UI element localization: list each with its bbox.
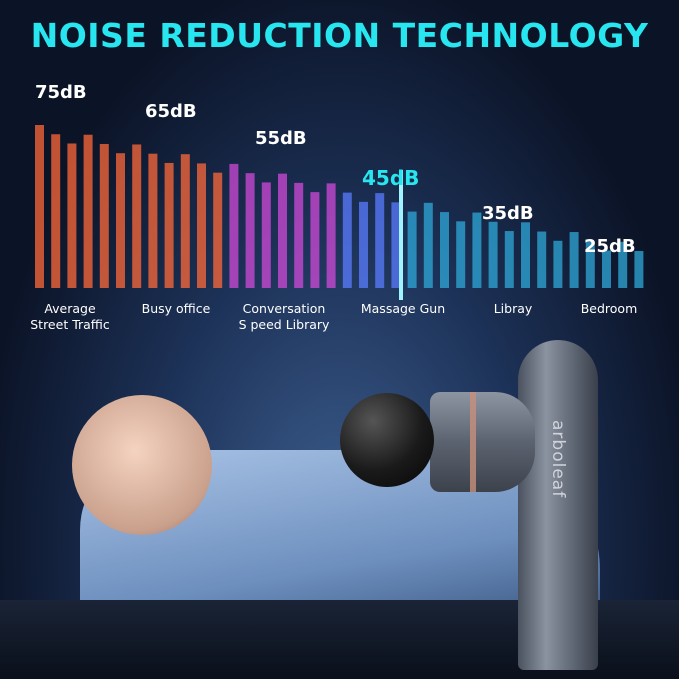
sound-bar: [326, 183, 336, 288]
sound-bar: [359, 201, 368, 288]
sound-bar: [229, 163, 239, 288]
sound-bar: [294, 182, 304, 288]
sound-bar: [245, 173, 255, 288]
sound-bar: [342, 192, 352, 288]
sound-bar: [634, 251, 644, 288]
sound-bars: [35, 125, 644, 300]
sound-bar: [423, 202, 433, 288]
db-55: 55dB: [255, 128, 307, 149]
db-75: 75dB: [35, 82, 87, 103]
label-massage-gun: Massage Gun: [348, 301, 458, 317]
sound-bar: [407, 211, 417, 288]
sound-bar: [148, 153, 158, 288]
sound-bar: [67, 143, 77, 288]
sound-bar: [132, 144, 142, 288]
sound-bar: [504, 231, 514, 288]
sound-bar: [537, 231, 547, 288]
copper-ring: [470, 392, 476, 492]
sound-bar: [51, 134, 61, 288]
label-library: Libray: [458, 301, 568, 317]
sound-bar: [35, 125, 44, 288]
label-conversation: Conversation S peed Library: [229, 301, 339, 333]
sound-bar: [99, 143, 109, 288]
headline: NOISE REDUCTION TECHNOLOGY: [30, 16, 649, 55]
massage-gun-handle: [518, 340, 598, 670]
sound-bar: [488, 221, 498, 288]
sound-bar: [375, 193, 385, 288]
brand-logo: arboleaf: [548, 420, 568, 499]
label-office: Busy office: [121, 301, 231, 317]
sound-bar: [456, 221, 466, 288]
db-25: 25dB: [584, 236, 636, 257]
sound-bar: [569, 232, 579, 288]
sound-bar: [278, 173, 287, 288]
db-65: 65dB: [145, 101, 197, 122]
sound-bar: [116, 153, 125, 288]
massage-gun-head: [430, 392, 535, 492]
label-line: Bedroom: [580, 301, 638, 316]
label-bedroom: Bedroom: [554, 301, 664, 317]
db-35: 35dB: [482, 203, 534, 224]
sound-bar: [440, 212, 449, 288]
sound-bar: [618, 241, 628, 288]
sound-bar: [310, 192, 320, 288]
sound-bar: [197, 163, 206, 288]
sound-bar: [521, 222, 530, 288]
highlight-beam: [399, 170, 403, 300]
sound-bar: [472, 212, 482, 288]
sound-bar: [180, 154, 190, 288]
sound-bar: [213, 172, 223, 288]
label-line: Average: [44, 301, 96, 316]
label-line: Busy office: [141, 301, 211, 316]
sound-bar: [391, 202, 401, 288]
sound-bar: [602, 250, 611, 288]
label-line: Libray: [493, 301, 533, 316]
sound-bar: [261, 182, 271, 288]
label-line: Conversation: [242, 301, 326, 316]
sound-bar: [585, 241, 595, 288]
sound-bar: [164, 162, 174, 288]
sound-bar: [83, 134, 93, 288]
label-street: Average Street Traffic: [15, 301, 125, 333]
sound-bar: [553, 240, 563, 288]
massage-ball: [340, 393, 434, 487]
label-line: Massage Gun: [360, 301, 446, 316]
label-line: S peed Library: [238, 317, 330, 332]
label-line: Street Traffic: [30, 317, 110, 332]
baby-head: [72, 395, 212, 535]
db-45: 45dB: [362, 166, 420, 190]
